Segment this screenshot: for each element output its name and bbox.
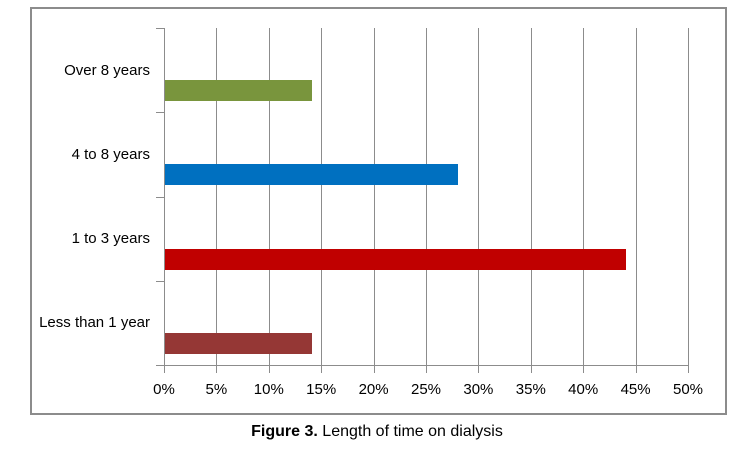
x-axis-tick [478, 365, 480, 373]
bar-over-8-years [165, 80, 312, 102]
y-axis-tick [156, 112, 164, 113]
x-tick-label: 40% [568, 381, 599, 398]
x-axis-line [164, 365, 689, 366]
gridline [164, 28, 165, 365]
gridline [478, 28, 480, 365]
y-axis-tick [156, 197, 164, 198]
x-tick-label: 0% [153, 381, 175, 398]
gridline [426, 28, 427, 365]
x-tick-label: 20% [358, 381, 389, 398]
x-axis-tick [164, 365, 165, 373]
x-axis-tick [216, 365, 218, 373]
x-tick-label: 45% [620, 381, 651, 398]
gridline [216, 28, 218, 365]
category-label: Over 8 years [64, 61, 150, 79]
x-axis-tick [268, 365, 270, 373]
category-label: 1 to 3 years [71, 230, 150, 248]
x-axis-tick [321, 365, 323, 373]
x-axis-tick [373, 365, 375, 373]
bar-less-than-1-year [165, 332, 312, 354]
figure-caption-text: Length of time on dialysis [317, 423, 503, 440]
x-axis-tick [583, 365, 585, 373]
category-label: 4 to 8 years [71, 145, 150, 163]
x-tick-label: 30% [463, 381, 494, 398]
bar-4-to-8-years [165, 164, 459, 186]
x-tick-label: 35% [515, 381, 546, 398]
gridline [635, 28, 637, 365]
y-axis-tick [156, 365, 164, 366]
x-axis-tick [426, 365, 427, 373]
x-tick-label: 15% [306, 381, 337, 398]
figure-caption-label: Figure 3. [251, 423, 318, 440]
y-axis-tick [156, 28, 164, 29]
x-tick-label: 10% [253, 381, 284, 398]
gridline [583, 28, 585, 365]
bar-1-to-3-years [165, 248, 627, 270]
x-axis-tick [530, 365, 532, 373]
x-axis-tick [688, 365, 689, 373]
y-axis-tick [156, 281, 164, 282]
x-tick-label: 25% [410, 381, 442, 398]
gridline [688, 28, 689, 365]
gridline [268, 28, 270, 365]
x-axis-tick [635, 365, 637, 373]
figure-caption: Figure 3. Length of time on dialysis [0, 423, 754, 441]
gridline [530, 28, 532, 365]
gridline [373, 28, 375, 365]
chart-frame: 0% 5% 10% 15% 20% 25% 30% 35% 40% 45% 50% Over 8 ye… [30, 7, 727, 415]
x-tick-label: 50% [672, 381, 704, 398]
category-label: Less than 1 year [39, 314, 150, 332]
gridline [321, 28, 323, 365]
x-tick-label: 5% [205, 381, 228, 398]
